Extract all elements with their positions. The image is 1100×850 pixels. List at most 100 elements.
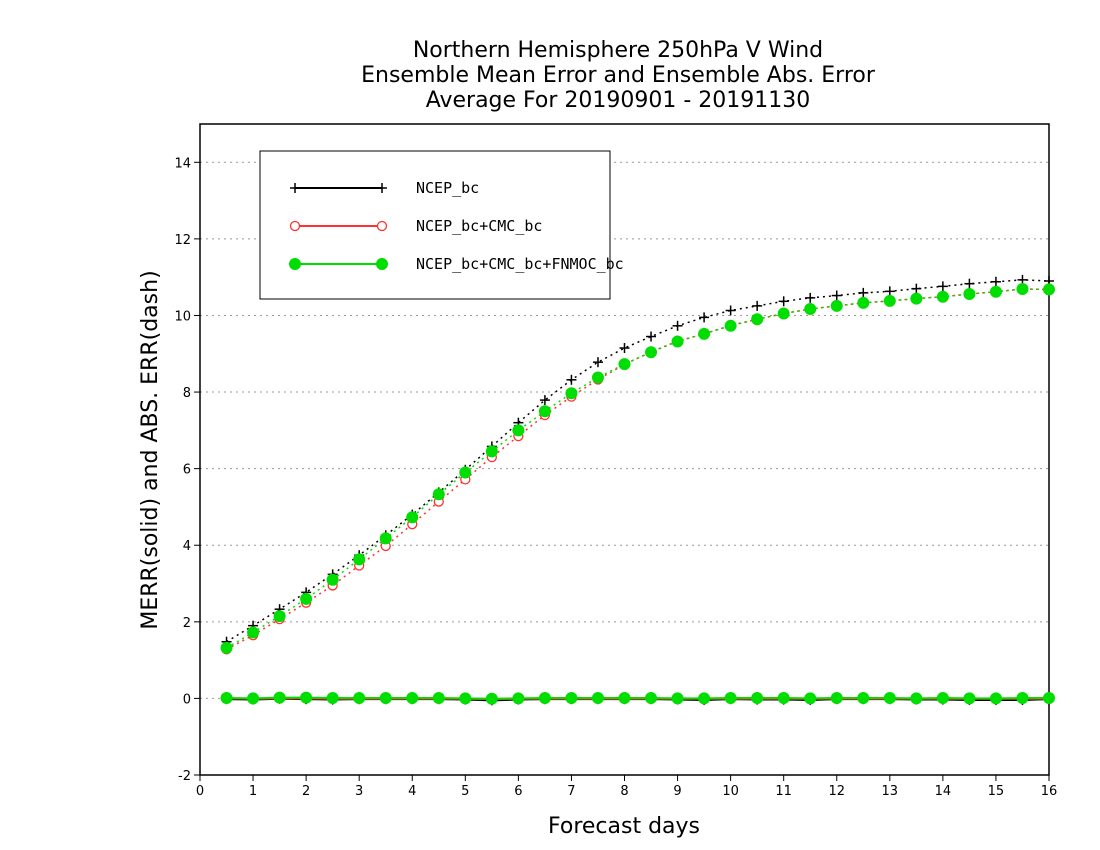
legend-marker — [289, 258, 301, 270]
mean-err-point — [910, 692, 923, 705]
x-tick-label: 10 — [722, 784, 739, 799]
legend-item: NCEP_bc — [290, 179, 479, 197]
mean-err-point — [698, 692, 711, 705]
x-tick-label: 9 — [673, 784, 681, 799]
y-tick-label: 0 — [183, 692, 191, 707]
abs-err-point — [883, 294, 896, 307]
mean-err-point — [618, 692, 631, 705]
x-tick-label: 5 — [461, 784, 469, 799]
x-tick-label: 13 — [882, 784, 899, 799]
abs-err-point — [485, 445, 498, 458]
abs-err-point — [538, 405, 551, 418]
x-tick-label: 3 — [355, 784, 363, 799]
legend-marker — [289, 220, 301, 232]
abs-err-point — [858, 287, 869, 298]
y-tick-label: 6 — [183, 463, 191, 478]
y-tick-label: -2 — [178, 769, 191, 784]
abs-err-point — [831, 290, 842, 301]
series-2 — [220, 283, 1055, 705]
mean-err-point — [724, 692, 737, 705]
abs-err-point — [724, 319, 737, 332]
mean-err-point — [645, 692, 658, 705]
abs-err-point — [646, 331, 657, 342]
abs-err-point — [699, 312, 710, 323]
abs-err-point — [963, 288, 976, 301]
abs-err-point — [672, 320, 683, 331]
abs-err-point — [989, 285, 1002, 298]
mean-err-point — [830, 692, 843, 705]
abs-err-point — [884, 286, 895, 297]
y-axis-title: MERR(solid) and ABS. ERR(dash) — [138, 270, 163, 629]
mean-err-line — [226, 696, 1049, 700]
x-tick-label: 16 — [1041, 784, 1058, 799]
mean-err-point — [379, 692, 392, 705]
abs-err-point — [539, 395, 550, 406]
abs-err-point — [379, 532, 392, 545]
mean-err-point — [512, 692, 525, 705]
abs-err-point — [911, 283, 922, 294]
abs-err-point — [566, 374, 577, 385]
mean-err-point — [432, 692, 445, 705]
mean-err-point — [326, 692, 339, 705]
x-tick-label: 8 — [620, 784, 628, 799]
x-tick-label: 15 — [988, 784, 1005, 799]
mean-err-point — [406, 692, 419, 705]
x-tick-label: 1 — [249, 784, 257, 799]
mean-err-point — [671, 692, 684, 705]
mean-err-point — [273, 691, 286, 704]
y-tick-label: 10 — [174, 309, 191, 324]
abs-err-point — [936, 290, 949, 303]
mean-err-point — [591, 692, 604, 705]
abs-err-point — [937, 281, 948, 292]
x-tick-label: 2 — [302, 784, 310, 799]
mean-err-point — [459, 692, 472, 705]
abs-err-point — [857, 296, 870, 309]
y-tick-label: 12 — [174, 233, 191, 248]
abs-err-point — [698, 327, 711, 340]
abs-err-point — [565, 387, 578, 400]
series-0 — [221, 274, 1054, 706]
abs-err-point — [751, 313, 764, 326]
abs-err-point — [432, 488, 445, 501]
x-tick-label: 7 — [567, 784, 575, 799]
series — [220, 274, 1055, 706]
x-axis-title: Forecast days — [548, 814, 700, 839]
mean-err-point — [353, 692, 366, 705]
abs-err-point — [300, 592, 313, 605]
abs-err-point — [1043, 283, 1055, 296]
mean-err-point — [936, 692, 949, 705]
abs-err-point — [592, 357, 603, 368]
legend-label: NCEP_bc+CMC_bc — [416, 217, 542, 235]
abs-err-point — [752, 300, 763, 311]
chart-title-line: Ensemble Mean Error and Ensemble Abs. Er… — [361, 63, 876, 88]
mean-err-point — [247, 692, 260, 705]
y-tick-label: 2 — [183, 616, 191, 631]
abs-err-point — [459, 466, 472, 479]
legend: NCEP_bc NCEP_bc+CMC_bc NCEP_bc+CMC_bc+FNMO… — [259, 150, 624, 300]
mean-err-point — [857, 692, 870, 705]
y-tick-label: 8 — [183, 386, 191, 401]
abs-err-point — [830, 299, 843, 312]
mean-err-point — [1043, 692, 1055, 705]
x-tick-label: 11 — [775, 784, 792, 799]
abs-err-point — [512, 424, 525, 437]
mean-err-point — [565, 692, 578, 705]
x-tick-label: 6 — [514, 784, 522, 799]
abs-err-point — [964, 278, 975, 289]
series-1 — [221, 283, 1055, 705]
abs-err-point — [353, 553, 366, 566]
abs-err-point — [910, 292, 923, 305]
mean-err-point — [804, 692, 817, 705]
abs-err-point — [247, 626, 260, 639]
mean-err-point — [963, 692, 976, 705]
legend-item: NCEP_bc+CMC_bc — [289, 217, 542, 235]
abs-err-point — [990, 276, 1001, 287]
legend-marker — [376, 258, 388, 270]
mean-err-point — [485, 692, 498, 705]
legend-marker — [290, 183, 300, 193]
mean-err-point — [989, 692, 1002, 705]
abs-err-point — [618, 358, 631, 371]
abs-err-point — [326, 573, 339, 586]
y-tick-label: 14 — [174, 156, 191, 171]
